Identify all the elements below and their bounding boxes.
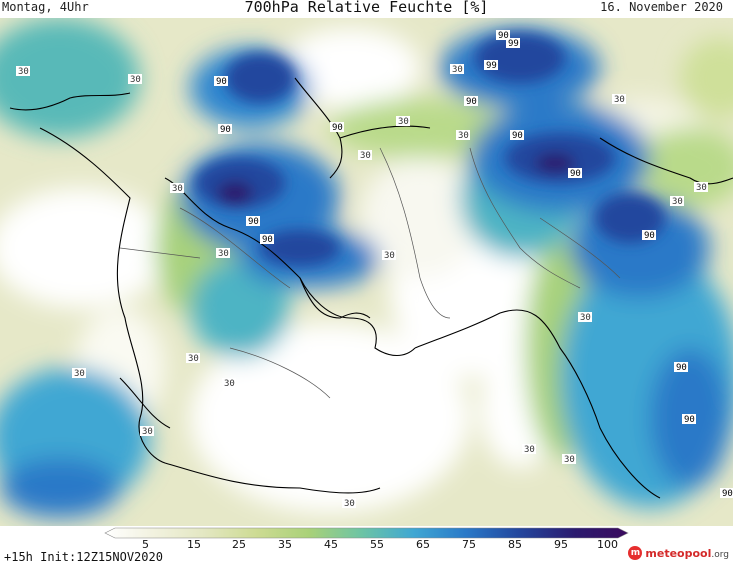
- contour-label: 30: [614, 95, 625, 105]
- contour-label: 99: [508, 39, 519, 49]
- contour-label: 90: [220, 125, 231, 135]
- contour-label: 90: [248, 217, 259, 227]
- header-bar: Montag, 4Uhr 700hPa Relative Feuchte [%]…: [0, 0, 733, 18]
- forecast-date-label: 16. November 2020: [600, 0, 723, 14]
- contour-label: 30: [360, 151, 371, 161]
- contour-label: 90: [498, 31, 509, 41]
- colorbar-tick: 55: [370, 538, 384, 551]
- colorbar-tick: 85: [508, 538, 522, 551]
- contour-label: 90: [262, 235, 273, 245]
- contour-label: 90: [332, 123, 343, 133]
- contour-label: 30: [224, 379, 235, 389]
- contour-label: 30: [452, 65, 463, 75]
- contour-label: 30: [142, 427, 153, 437]
- contour-label: 30: [672, 197, 683, 207]
- colorbar-tick: 95: [554, 538, 568, 551]
- contour-label: 90: [722, 489, 733, 499]
- meteopool-logo[interactable]: m meteopool.org: [628, 546, 729, 560]
- contour-label: 90: [684, 415, 695, 425]
- humidity-map: 30 30 30 90 90 90 90 30 30 30 90 90 30 3…: [0, 18, 733, 526]
- colorbar-tick: 25: [232, 538, 246, 551]
- colorbar-tick: 45: [324, 538, 338, 551]
- contour-label: 30: [564, 455, 575, 465]
- contour-label: 30: [398, 117, 409, 127]
- colorbar-tick: 75: [462, 538, 476, 551]
- contour-label: 30: [580, 313, 591, 323]
- contour-label: 90: [466, 97, 477, 107]
- contour-label: 30: [18, 67, 29, 77]
- contour-label: 90: [676, 363, 687, 373]
- contour-label: 90: [644, 231, 655, 241]
- contour-label: 30: [172, 184, 183, 194]
- contour-label: 30: [130, 75, 141, 85]
- logo-text: meteopool.org: [645, 546, 729, 560]
- contour-label: 90: [512, 131, 523, 141]
- colorbar-tick: 5: [142, 538, 149, 551]
- contour-label: 90: [570, 169, 581, 179]
- colorbar: [104, 527, 629, 539]
- contour-label: 30: [696, 183, 707, 193]
- contour-label: 30: [188, 354, 199, 364]
- logo-icon: m: [628, 546, 643, 560]
- colorbar-tick: 35: [278, 538, 292, 551]
- map-title: 700hPa Relative Feuchte [%]: [244, 0, 489, 16]
- contour-label: 30: [384, 251, 395, 261]
- contour-label: 30: [74, 369, 85, 379]
- contour-label: 30: [458, 131, 469, 141]
- contour-label: 90: [216, 77, 227, 87]
- contour-label: 99: [486, 61, 497, 71]
- legend-footer: 5 15 25 35 45 55 65 75 85 95 100 +15h In…: [0, 526, 733, 566]
- forecast-day-label: Montag, 4Uhr: [2, 0, 89, 14]
- contour-label: 30: [344, 499, 355, 509]
- colorbar-tick: 65: [416, 538, 430, 551]
- contour-label: 30: [524, 445, 535, 455]
- init-time-label: +15h Init:12Z15NOV2020: [4, 550, 163, 564]
- contour-label: 30: [218, 249, 229, 259]
- colorbar-tick: 100: [597, 538, 618, 551]
- colorbar-tick: 15: [187, 538, 201, 551]
